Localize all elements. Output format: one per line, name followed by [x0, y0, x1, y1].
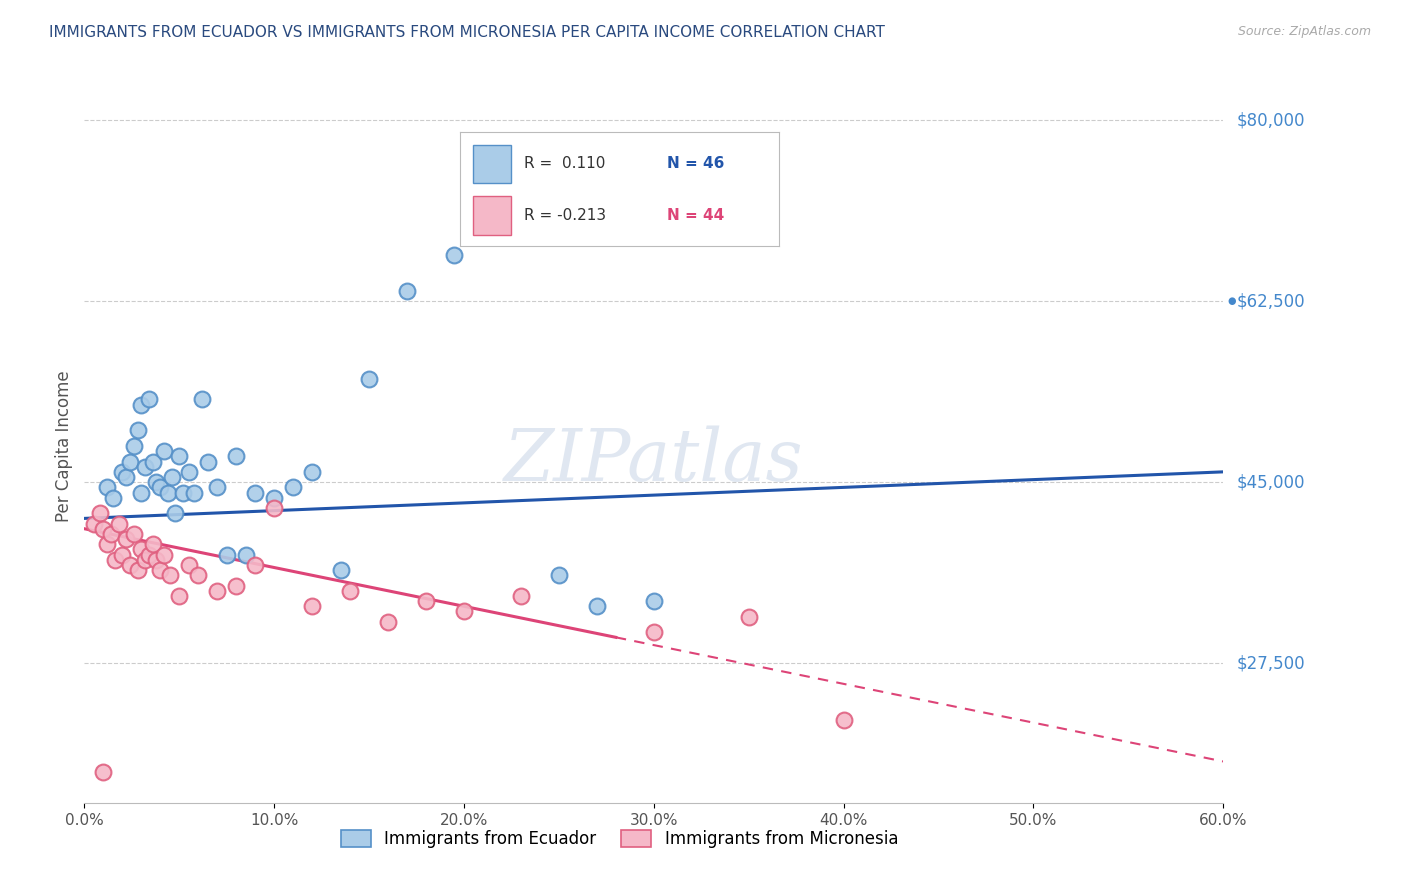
Text: $80,000: $80,000: [1237, 112, 1306, 129]
Point: [283, 480, 305, 494]
Point: [89, 506, 111, 520]
Point: [115, 470, 138, 484]
Point: [156, 485, 179, 500]
Point: [183, 485, 205, 500]
Legend: Immigrants from Ecuador, Immigrants from Micronesia: Immigrants from Ecuador, Immigrants from…: [335, 823, 905, 855]
Point: [100, 527, 122, 541]
Point: [207, 480, 229, 494]
Text: Source: ZipAtlas.com: Source: ZipAtlas.com: [1237, 25, 1371, 38]
Text: ●: ●: [1227, 296, 1236, 306]
Point: [225, 579, 247, 593]
Point: [122, 527, 145, 541]
Text: ZIPatlas: ZIPatlas: [503, 425, 804, 496]
Point: [263, 491, 285, 505]
Point: [191, 392, 214, 407]
Point: [586, 599, 609, 614]
Point: [153, 548, 176, 562]
Point: [145, 553, 167, 567]
Point: [93, 764, 115, 779]
Point: [415, 594, 437, 608]
Point: [104, 553, 127, 567]
Point: [301, 465, 323, 479]
Text: IMMIGRANTS FROM ECUADOR VS IMMIGRANTS FROM MICRONESIA PER CAPITA INCOME CORRELAT: IMMIGRANTS FROM ECUADOR VS IMMIGRANTS FR…: [49, 25, 886, 40]
Point: [134, 459, 156, 474]
Point: [643, 594, 665, 608]
Point: [491, 196, 513, 211]
Point: [443, 248, 465, 262]
Point: [453, 605, 475, 619]
Point: [225, 450, 247, 464]
Point: [145, 475, 167, 490]
Point: [177, 558, 200, 572]
Point: [127, 563, 149, 577]
Point: [83, 516, 105, 531]
Point: [245, 485, 267, 500]
Point: [339, 583, 361, 598]
Point: [510, 589, 533, 603]
Point: [129, 398, 153, 412]
Point: [138, 392, 160, 407]
Point: [153, 444, 176, 458]
Point: [215, 548, 238, 562]
Y-axis label: Per Capita Income: Per Capita Income: [55, 370, 73, 522]
Point: [149, 480, 172, 494]
Point: [207, 583, 229, 598]
Point: [548, 568, 571, 582]
Point: [235, 548, 257, 562]
Point: [396, 284, 419, 298]
Text: $62,500: $62,500: [1237, 293, 1306, 310]
Point: [177, 465, 200, 479]
Point: [359, 372, 381, 386]
Point: [129, 542, 153, 557]
Point: [142, 454, 165, 468]
Point: [832, 713, 855, 727]
Point: [301, 599, 323, 614]
Point: [142, 537, 165, 551]
Point: [138, 548, 160, 562]
Point: [122, 439, 145, 453]
Point: [115, 532, 138, 546]
Point: [187, 568, 209, 582]
Point: [329, 563, 352, 577]
Point: [169, 589, 191, 603]
Point: [96, 537, 118, 551]
Point: [134, 553, 156, 567]
Point: [245, 558, 267, 572]
Point: [159, 568, 181, 582]
Point: [160, 470, 183, 484]
Point: [111, 465, 134, 479]
Point: [172, 485, 194, 500]
Point: [96, 480, 118, 494]
Point: [738, 609, 761, 624]
Point: [101, 491, 124, 505]
Point: [111, 548, 134, 562]
Point: [263, 501, 285, 516]
Text: $27,500: $27,500: [1237, 654, 1306, 673]
Point: [197, 454, 219, 468]
Point: [118, 454, 141, 468]
Point: [118, 558, 141, 572]
Point: [377, 615, 399, 629]
Text: $45,000: $45,000: [1237, 473, 1306, 491]
Point: [149, 563, 172, 577]
Point: [169, 450, 191, 464]
Point: [127, 424, 149, 438]
Point: [93, 522, 115, 536]
Point: [643, 625, 665, 640]
Point: [165, 506, 187, 520]
Point: [129, 485, 153, 500]
Point: [107, 516, 129, 531]
